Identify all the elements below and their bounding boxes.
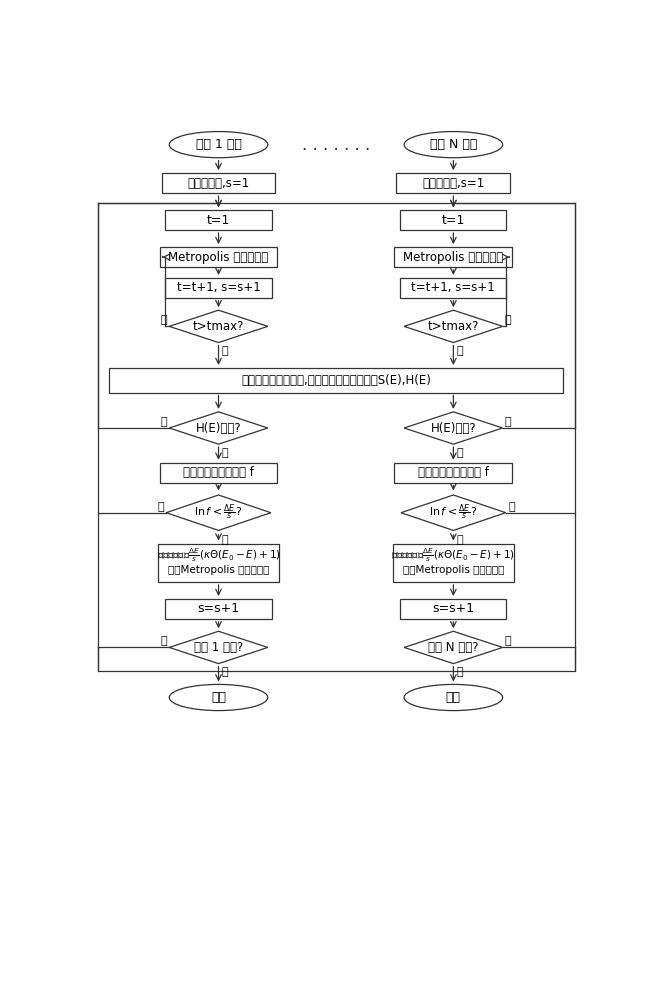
Text: 使用修正因子$\frac{\Delta E}{s}(\kappa\Theta(E_0-E)+1)$: 使用修正因子$\frac{\Delta E}{s}(\kappa\Theta(E… (156, 547, 281, 564)
Text: H(E)平缓?: H(E)平缓? (430, 422, 476, 434)
Text: 否: 否 (160, 315, 167, 325)
Text: t>tmax?: t>tmax? (428, 320, 479, 333)
Text: t=t+1, s=s+1: t=t+1, s=s+1 (411, 281, 495, 294)
Text: Metropolis 式随机游动: Metropolis 式随机游动 (403, 251, 503, 264)
Text: 否: 否 (160, 636, 167, 646)
Bar (392, 544, 514, 582)
Bar (160, 247, 277, 267)
Text: 否: 否 (160, 417, 167, 427)
Text: 初始化参数,s=1: 初始化参数,s=1 (187, 177, 250, 190)
Text: s=s+1: s=s+1 (198, 602, 240, 615)
Bar (166, 599, 271, 619)
Text: 结束: 结束 (211, 691, 226, 704)
Polygon shape (170, 412, 268, 444)
Bar (158, 544, 279, 582)
Bar (98, 203, 575, 671)
Text: 是: 是 (221, 535, 228, 545)
Text: 是: 是 (457, 448, 463, 458)
Text: 是: 是 (457, 667, 463, 677)
Text: 进程 1 结束?: 进程 1 结束? (194, 641, 243, 654)
Polygon shape (404, 631, 503, 664)
Text: 进行Metropolis 式随机游动: 进行Metropolis 式随机游动 (168, 565, 269, 575)
Bar (166, 278, 271, 298)
Text: $\ln f < \frac{\Delta E}{s}$?: $\ln f < \frac{\Delta E}{s}$? (194, 503, 242, 523)
Text: 使用修正因子$\frac{\Delta E}{s}(\kappa\Theta(E_0-E)+1)$: 使用修正因子$\frac{\Delta E}{s}(\kappa\Theta(E… (392, 547, 515, 564)
Text: 进程 N 结束?: 进程 N 结束? (428, 641, 478, 654)
Bar (166, 210, 271, 230)
Text: Metropolis 式随机游动: Metropolis 式随机游动 (168, 251, 269, 264)
Polygon shape (170, 631, 268, 664)
Text: 是: 是 (457, 535, 463, 545)
Text: t=1: t=1 (442, 214, 465, 227)
Text: 是: 是 (221, 448, 228, 458)
Bar (396, 173, 510, 193)
Text: 按方式改变修正因子 f: 按方式改变修正因子 f (418, 466, 489, 479)
Ellipse shape (170, 132, 268, 158)
Text: s=s+1: s=s+1 (432, 602, 474, 615)
Text: 进行Metropolis 式随机游动: 进行Metropolis 式随机游动 (403, 565, 504, 575)
Text: 是: 是 (457, 346, 463, 356)
Bar (394, 247, 512, 267)
Text: 所有进程间相互通信,计算和更新得到全局的S(E),H(E): 所有进程间相互通信,计算和更新得到全局的S(E),H(E) (241, 374, 431, 387)
Text: 初始化参数,s=1: 初始化参数,s=1 (422, 177, 484, 190)
Text: t=t+1, s=s+1: t=t+1, s=s+1 (177, 281, 260, 294)
Text: 进程 1 开始: 进程 1 开始 (196, 138, 242, 151)
Ellipse shape (404, 684, 503, 711)
Text: 结束: 结束 (446, 691, 461, 704)
Text: 否: 否 (505, 417, 512, 427)
Text: 进程 N 开始: 进程 N 开始 (430, 138, 477, 151)
Ellipse shape (404, 132, 503, 158)
Ellipse shape (170, 684, 268, 711)
Bar (400, 210, 507, 230)
Polygon shape (404, 310, 503, 343)
Bar (400, 599, 507, 619)
Bar (160, 463, 277, 483)
Bar (162, 173, 275, 193)
Text: H(E)平缓?: H(E)平缓? (196, 422, 241, 434)
Polygon shape (404, 412, 503, 444)
Text: $\ln f < \frac{\Delta E}{s}$?: $\ln f < \frac{\Delta E}{s}$? (429, 503, 478, 523)
Text: 是: 是 (221, 667, 228, 677)
Text: 是: 是 (221, 346, 228, 356)
Text: t>tmax?: t>tmax? (193, 320, 244, 333)
Bar (400, 278, 507, 298)
Text: t=1: t=1 (207, 214, 230, 227)
Text: 否: 否 (157, 502, 164, 512)
Text: 否: 否 (508, 502, 514, 512)
Polygon shape (170, 310, 268, 343)
Text: . . . . . . .: . . . . . . . (302, 136, 371, 154)
Text: 按方式改变修正因子 f: 按方式改变修正因子 f (183, 466, 254, 479)
Text: 否: 否 (505, 315, 512, 325)
Polygon shape (401, 495, 506, 530)
Bar (109, 368, 564, 393)
Text: 否: 否 (505, 636, 512, 646)
Bar (394, 463, 512, 483)
Polygon shape (166, 495, 271, 530)
